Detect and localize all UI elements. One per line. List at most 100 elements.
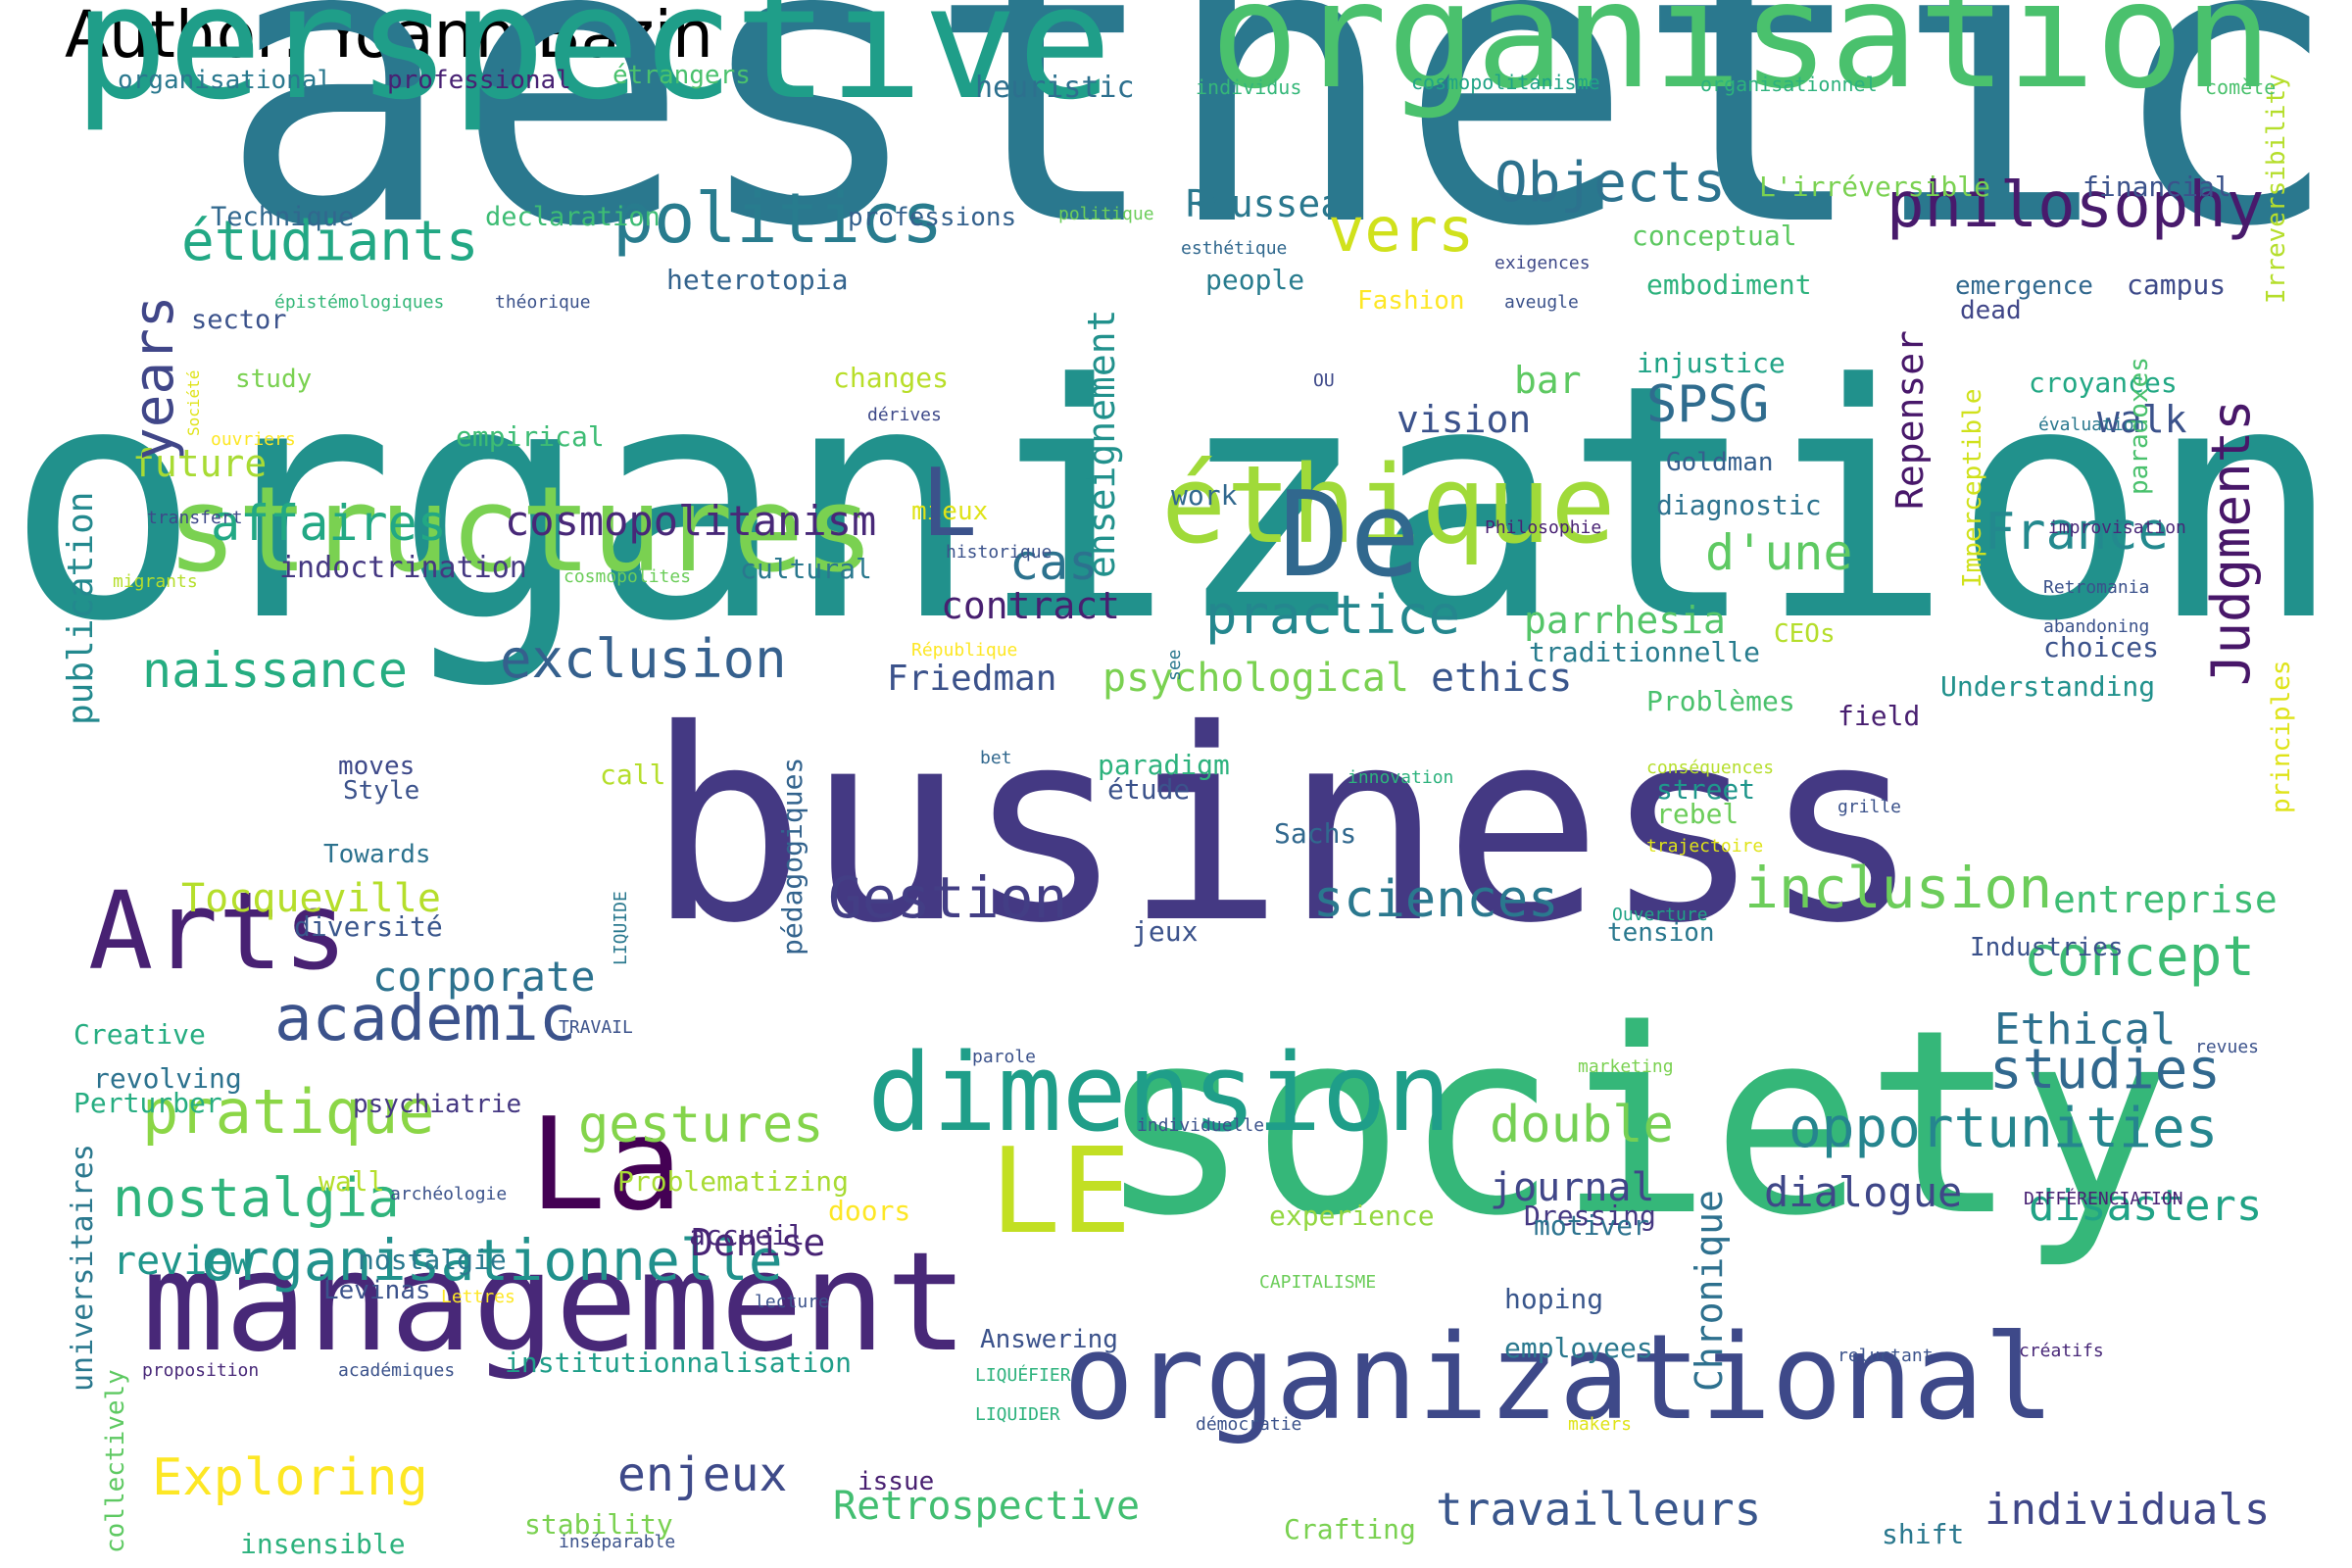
cloud-word: LIQUÉFIER [975,1365,1071,1387]
cloud-word: politics [612,177,944,259]
cloud-word: cas [1009,534,1099,591]
cloud-word: démocratie [1196,1414,1302,1436]
cloud-word: injustice [1637,347,1786,380]
cloud-word: conceptual [1632,220,1797,253]
cloud-word: empirical [456,420,605,454]
cloud-word: travailleurs [1436,1483,1762,1537]
cloud-word: embodiment [1646,269,1812,302]
cloud-word: Chronique [1688,1190,1731,1392]
cloud-word: Technique [211,201,355,232]
cloud-word: choices [2043,631,2160,664]
cloud-word: psychiatrie [353,1089,522,1119]
cloud-word: publication [61,491,101,725]
cloud-word: épistémologiques [274,292,445,314]
cloud-word: disasters [2029,1180,2263,1231]
cloud-word: business [647,671,1922,981]
cloud-word: Problèmes [1646,685,1795,718]
cloud-word: academic [274,982,577,1055]
cloud-word: Gestion [828,864,1068,932]
cloud-word: Problematizing [617,1165,850,1199]
cloud-word: dead [1960,295,2022,325]
cloud-word: concept [2024,925,2256,990]
cloud-word: Arts [88,867,348,994]
cloud-word: nostalgie [358,1244,507,1277]
cloud-word: bar [1514,358,1582,402]
cloud-word: years [122,295,186,461]
cloud-word: perspective [74,0,1112,134]
cloud-word: see [1164,649,1185,681]
cloud-word: Sachs [1274,817,1357,851]
cloud-word: Exploring [152,1448,428,1508]
cloud-word: diversité [294,910,443,944]
cloud-word: Rousseau [1186,181,1366,225]
cloud-word: migrants [113,571,198,593]
cloud-word: mieux [911,496,989,526]
author-title: Author: Yoann Bazin [65,0,713,73]
cloud-word: Imperceptible [1958,388,1987,589]
cloud-word: walk [2097,397,2187,441]
cloud-word: changes [833,362,950,395]
cloud-word: De [1279,466,1421,604]
cloud-word: Ouverture [1612,905,1708,926]
cloud-word: revolving [93,1062,242,1096]
cloud-word: Denise [691,1220,826,1264]
cloud-word: heterotopia [666,264,849,297]
cloud-word: street [1656,773,1756,807]
cloud-word: principles [2267,660,2296,813]
cloud-word: professions [848,202,1017,232]
cloud-word: diagnostic [1656,489,1822,522]
cloud-word: universitaires [66,1144,100,1392]
cloud-word: conséquences [1646,758,1775,779]
cloud-word: pratique [142,1076,435,1149]
cloud-word: innovation [1348,767,1454,789]
cloud-word: organisationnelle [201,1227,783,1295]
cloud-word: Objects [1494,151,1727,216]
cloud-word: Dressing [1524,1200,1656,1233]
cloud-word: individus [1196,74,1302,99]
cloud-word: créatifs [2019,1341,2104,1362]
cloud-word: exigences [1494,253,1591,274]
cloud-word: exclusion [500,627,787,690]
cloud-word: étrangers [612,60,751,90]
cloud-word: vision [1396,397,1532,441]
cloud-word: lecture [755,1292,829,1313]
cloud-word: declaration [485,201,661,232]
cloud-word: practice [1205,583,1461,646]
cloud-word: hoping [1504,1283,1604,1316]
cloud-word: République [911,640,1018,662]
cloud-word: enseignement [1080,309,1123,578]
cloud-word: moves [338,751,416,781]
cloud-word: experience [1269,1200,1435,1233]
cloud-word: cosmopolites [564,566,692,588]
cloud-word: stability [524,1508,673,1542]
cloud-word: inclusion [1744,855,2053,922]
cloud-word: studies [1989,1038,2222,1102]
cloud-word: Fashion [1357,285,1465,316]
cloud-word: contract [941,583,1121,627]
cloud-word: Style [343,775,420,806]
cloud-word: Ethical [1994,1004,2177,1054]
cloud-word: heuristic [975,71,1135,106]
cloud-word: bet [980,748,1012,769]
cloud-word: emergence [1955,270,2093,301]
cloud-word: LIQUIDE [611,891,631,965]
cloud-word: journal [1490,1165,1655,1211]
cloud-word: politique [1058,204,1154,225]
cloud-word: historique [946,542,1053,564]
cloud-word: dérives [867,405,942,426]
cloud-word: campus [2127,269,2227,302]
cloud-word: people [1205,264,1305,297]
cloud-word: revues [2195,1037,2260,1058]
cloud-word: dimension [867,1029,1452,1155]
cloud-word: sciences [1313,870,1559,930]
cloud-word: shift [1882,1518,1965,1551]
cloud-word: ethics [1431,656,1573,702]
cloud-word: aveugle [1504,292,1579,314]
cloud-word: L'irréversible [1759,171,1991,204]
cloud-word: Goldman [1666,447,1774,477]
cloud-word: Industries [1970,932,2124,962]
cloud-word: La [529,1090,683,1240]
cloud-word: Levinas [323,1275,431,1305]
cloud-word: management [142,1223,968,1384]
cloud-word: proposition [142,1360,260,1382]
